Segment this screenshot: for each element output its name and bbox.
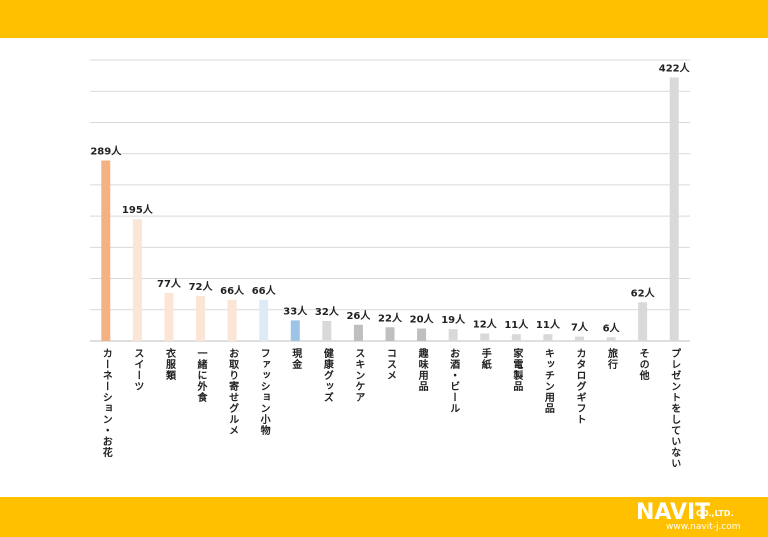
category-label: 旅行 — [606, 347, 619, 370]
value-label: 12人 — [473, 318, 498, 331]
bar-4 — [196, 296, 206, 341]
bar-14 — [511, 334, 521, 341]
category-label: プレゼントをしていない — [669, 347, 681, 469]
bar-6 — [259, 299, 269, 341]
bars — [101, 77, 679, 342]
bar-16 — [574, 336, 584, 341]
bar-10 — [385, 327, 395, 341]
logo-url: www.navit-j.com — [666, 522, 741, 532]
logo-sub-text: CO.,LTD. — [696, 509, 734, 518]
category-label: 衣服類 — [163, 347, 176, 381]
logo-main-text: NAVIT — [636, 500, 711, 525]
value-label: 72人 — [189, 280, 214, 293]
value-label: 422人 — [659, 61, 691, 74]
bar-13 — [480, 333, 490, 341]
category-label: 家電製品 — [511, 347, 524, 392]
gridlines — [90, 59, 690, 342]
bar-19 — [669, 77, 679, 342]
value-label: 20人 — [410, 313, 435, 326]
value-label: 6人 — [603, 321, 621, 334]
category-label: 健康グッズ — [321, 347, 333, 403]
bar-1 — [101, 160, 111, 341]
category-label: 手紙 — [479, 347, 491, 370]
value-label: 195人 — [122, 203, 154, 216]
bar-3 — [164, 292, 174, 341]
value-label: 77人 — [157, 277, 182, 290]
bar-18 — [638, 302, 648, 341]
value-label: 22人 — [378, 311, 403, 324]
bar-5 — [227, 299, 237, 341]
value-label: 11人 — [536, 318, 561, 331]
value-labels: 289人 195人 77人 72人 66人 66人 33人 32人 26人 22人 20人 19人 12… — [90, 61, 690, 334]
value-label: 289人 — [90, 145, 122, 158]
navit-logo: NAVIT CO.,LTD. www.navit-j.com — [636, 500, 764, 534]
category-label: 一緒に外食 — [195, 348, 208, 403]
category-label: その他 — [637, 348, 650, 381]
category-label: カタログギフト — [574, 348, 586, 425]
value-label: 62人 — [631, 286, 656, 299]
bar-chart: 289人 195人 77人 72人 66人 66人 33人 32人 26人 22人 20人 19人 12… — [90, 59, 691, 469]
value-label: 66人 — [252, 284, 277, 297]
value-label: 19人 — [441, 313, 466, 326]
value-label: 32人 — [315, 305, 340, 318]
category-label: キッチン用品 — [542, 348, 555, 414]
bar-7 — [290, 320, 300, 341]
value-label: 26人 — [346, 309, 371, 322]
category-labels: カーネーション・お花 スイーツ 衣服類 一緒に外食 お取り寄せグルメ ファッション小物 現金… — [100, 347, 680, 469]
category-label: お取り寄せグルメ — [227, 348, 239, 436]
category-label: カーネーション・お花 — [100, 348, 112, 458]
bottom-banner — [0, 497, 768, 537]
category-label: スイーツ — [132, 348, 144, 392]
value-label: 66人 — [220, 284, 245, 297]
bar-11 — [417, 328, 427, 341]
bar-2 — [132, 219, 142, 341]
bar-12 — [448, 329, 458, 341]
bar-15 — [543, 334, 553, 341]
value-label: 7人 — [571, 321, 589, 334]
bar-17 — [606, 337, 616, 341]
category-label: コスメ — [385, 348, 397, 381]
value-label: 33人 — [283, 304, 308, 317]
category-label: 趣味用品 — [416, 347, 429, 392]
top-banner — [0, 0, 768, 38]
bar-8 — [322, 321, 332, 341]
category-label: スキンケア — [353, 348, 365, 403]
value-label: 11人 — [504, 318, 529, 331]
category-label: お酒・ビール — [448, 348, 460, 414]
category-label: 現金 — [290, 348, 303, 370]
category-label: ファッション小物 — [258, 348, 271, 436]
bar-9 — [353, 324, 363, 341]
